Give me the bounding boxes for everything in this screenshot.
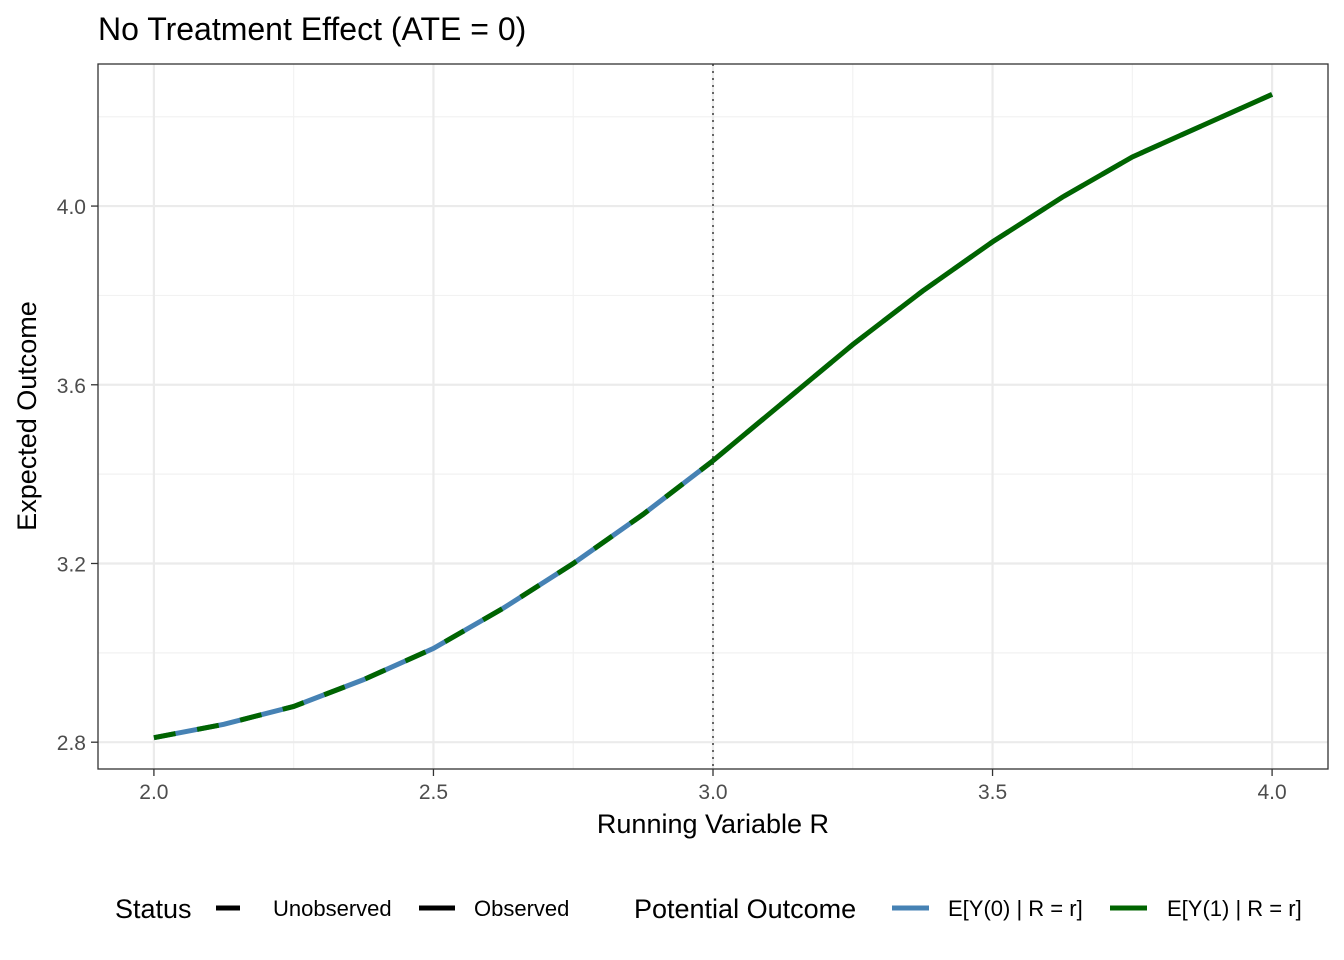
- chart-title: No Treatment Effect (ATE = 0): [98, 11, 526, 47]
- line-y1-unobserved: [153, 458, 715, 741]
- x-tick-label: 4.0: [1257, 781, 1286, 804]
- y-tick-label: 2.8: [57, 732, 86, 755]
- x-tick-label: 2.5: [419, 781, 448, 804]
- y-tick-label: 4.0: [57, 196, 86, 219]
- legend-outcome-title: Potential Outcome: [634, 894, 856, 924]
- legend-item-observed: Observed: [474, 896, 569, 921]
- legend-item-y0: E[Y(0) | R = r]: [948, 896, 1083, 921]
- legend-item-y1: E[Y(1) | R = r]: [1167, 896, 1302, 921]
- legend-status-title: Status: [115, 894, 192, 924]
- y-tick-label: 3.2: [57, 553, 86, 576]
- legend: Status Unobserved Observed Potential Out…: [115, 894, 1302, 924]
- y-axis-label: Expected Outcome: [12, 301, 42, 531]
- x-tick-label: 3.0: [698, 781, 727, 804]
- y-tick-label: 3.6: [57, 375, 86, 398]
- line-y1-observed: [711, 92, 1274, 463]
- x-tick-label: 3.5: [978, 781, 1007, 804]
- x-axis-label: Running Variable R: [597, 809, 829, 839]
- x-tick-label: 2.0: [139, 781, 168, 804]
- legend-item-unobserved: Unobserved: [273, 896, 392, 921]
